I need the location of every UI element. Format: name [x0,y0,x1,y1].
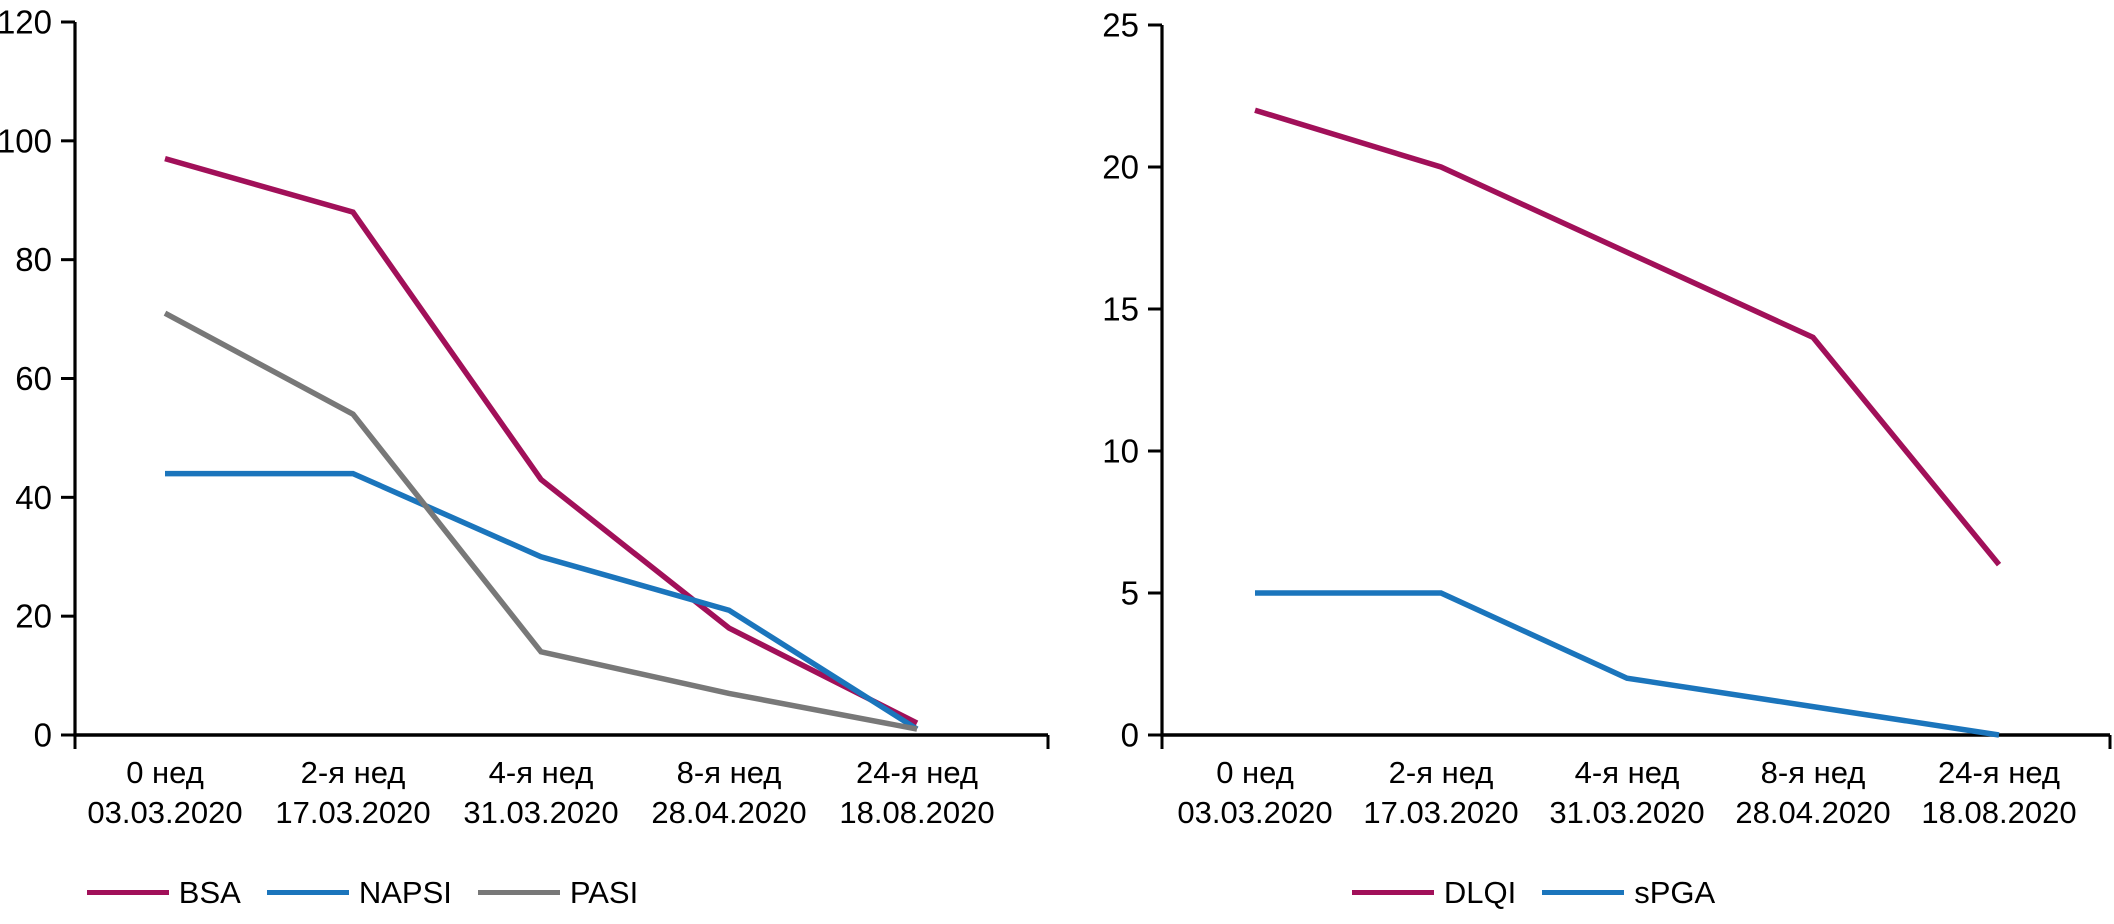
series-line-dlqi [1254,107,2002,567]
y-tick-label: 15 [1102,291,1139,328]
left-line-chart: 0 20 40 60 80 100 120 0 нед 03.03.2020 2-я нед 17.… [0,4,1050,830]
x-category-date-label: 18.08.2020 [1921,795,2076,830]
left-chart-legend: BSA NAPSI PASI [86,871,639,913]
right-chart-legend: DLQI sPGA [1351,871,1715,913]
legend-item-dlqi: DLQI [1351,874,1517,910]
napsi-line-swatch [266,889,349,895]
x-category-date-label: 31.03.2020 [463,795,618,830]
right-chart-block: 0 5 10 15 20 25 0 нед 03.03.2020 2-я нед 17.03.20… [1057,0,2114,924]
legend-label-pasi: PASI [569,874,639,910]
y-tick-label: 10 [1102,433,1139,470]
legend-item-bsa: BSA [86,874,241,910]
y-tick-label: 20 [1102,149,1139,186]
x-category-date-label: 03.03.2020 [87,795,242,830]
x-category-week-label: 8-я нед [677,755,782,790]
y-tick-label: 80 [15,241,52,278]
dlqi-line-swatch [1351,889,1434,895]
y-tick-label: 25 [1102,7,1139,44]
y-tick-label: 60 [15,360,52,397]
x-category-date-label: 03.03.2020 [1177,795,1332,830]
legend-item-pasi: PASI [477,874,639,910]
y-tick-label: 120 [0,4,52,41]
x-category-date-label: 17.03.2020 [1363,795,1518,830]
x-category-date-label: 17.03.2020 [275,795,430,830]
series-line-pasi [163,310,918,732]
x-category-week-label: 4-я нед [489,755,594,790]
x-category-week-label: 8-я нед [1761,755,1866,790]
series-line-napsi [165,470,919,732]
series-line-spga [1255,590,2000,738]
legend-item-spga: sPGA [1542,877,1715,908]
legend-item-napsi: NAPSI [266,874,452,910]
y-tick-label: 100 [0,122,52,159]
x-category-date-label: 31.03.2020 [1549,795,1704,830]
legend-label-dlqi: DLQI [1443,874,1517,910]
y-tick-label: 40 [15,479,52,516]
legend-label-napsi: NAPSI [358,874,452,910]
legend-label-bsa: BSA [178,874,241,910]
y-tick-label: 20 [15,598,52,635]
pasi-line-swatch [477,889,560,895]
x-category-week-label: 24-я нед [856,755,978,790]
x-category-week-label: 2-я нед [301,755,406,790]
right-line-chart: 0 5 10 15 20 25 0 нед 03.03.2020 2-я нед 17.03.20… [1102,7,2112,830]
bsa-line-swatch [86,889,169,895]
x-category-week-label: 24-я нед [1938,755,2060,790]
legend-label-spga: sPGA [1634,874,1716,910]
y-tick-label: 0 [1121,717,1139,754]
series-line-bsa [164,156,919,726]
x-category-date-label: 28.04.2020 [651,795,806,830]
x-category-week-label: 4-я нед [1575,755,1680,790]
left-chart-block: 0 20 40 60 80 100 120 0 нед 03.03.2020 2-я нед 17.… [0,4,1050,913]
x-category-week-label: 0 нед [1216,755,1294,790]
x-category-date-label: 18.08.2020 [839,795,994,830]
y-tick-label: 5 [1121,575,1139,612]
spga-line-swatch [1542,889,1625,895]
x-category-date-label: 28.04.2020 [1735,795,1890,830]
x-category-week-label: 0 нед [126,755,204,790]
y-tick-label: 0 [34,717,52,754]
x-category-week-label: 2-я нед [1389,755,1494,790]
